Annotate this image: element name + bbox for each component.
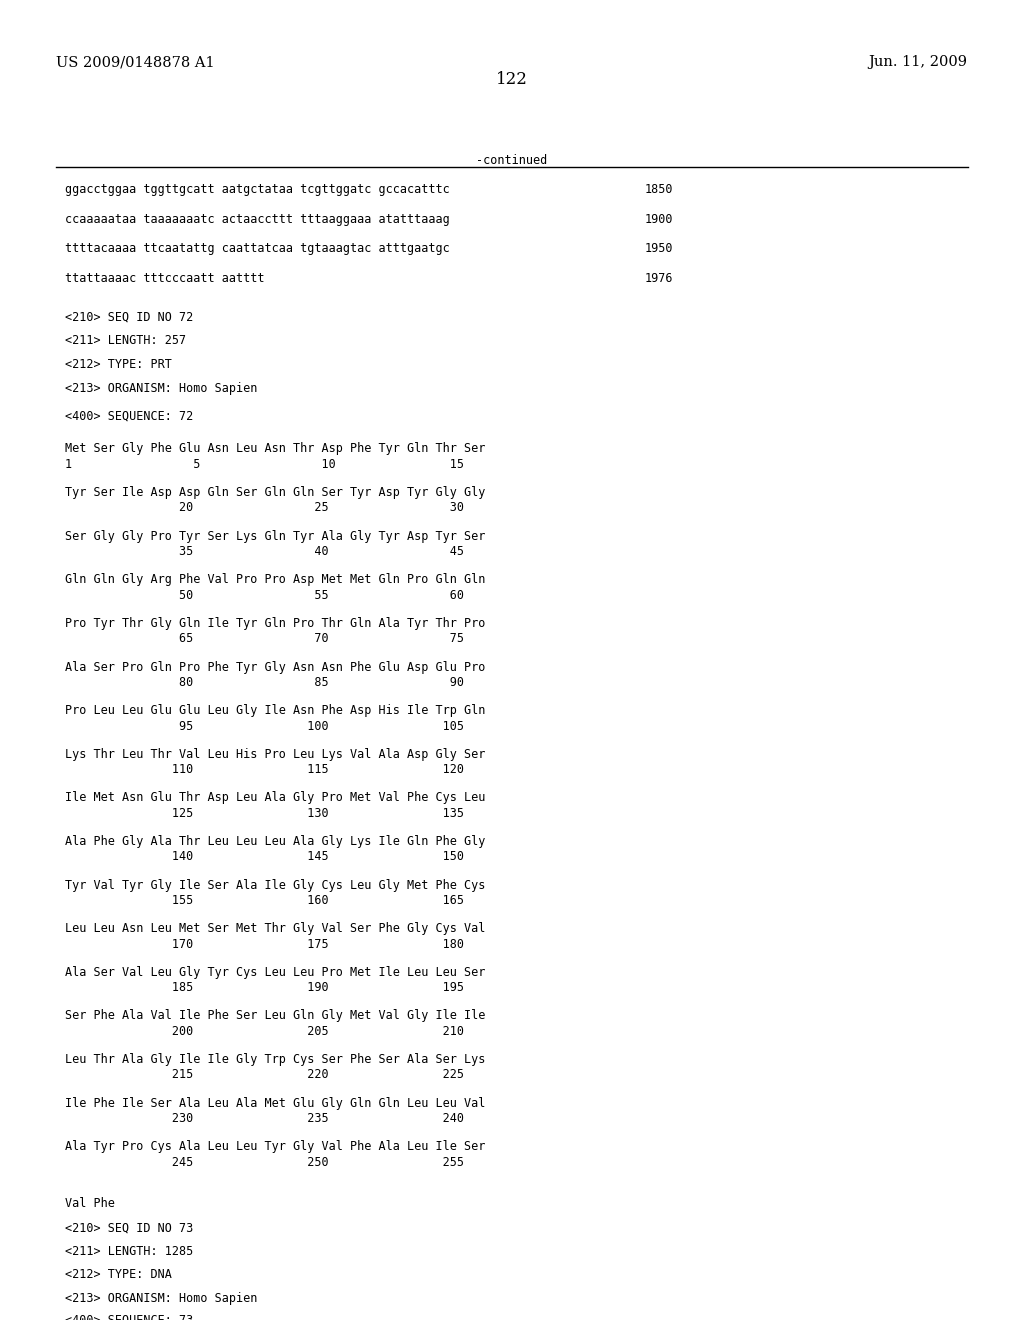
Text: Val Phe: Val Phe — [65, 1197, 115, 1209]
Text: Tyr Val Tyr Gly Ile Ser Ala Ile Gly Cys Leu Gly Met Phe Cys: Tyr Val Tyr Gly Ile Ser Ala Ile Gly Cys … — [65, 879, 485, 891]
Text: Lys Thr Leu Thr Val Leu His Pro Leu Lys Val Ala Asp Gly Ser: Lys Thr Leu Thr Val Leu His Pro Leu Lys … — [65, 747, 485, 760]
Text: <210> SEQ ID NO 73: <210> SEQ ID NO 73 — [65, 1221, 193, 1234]
Text: 1                 5                 10                15: 1 5 10 15 — [65, 458, 464, 471]
Text: Gln Gln Gly Arg Phe Val Pro Pro Asp Met Met Gln Pro Gln Gln: Gln Gln Gly Arg Phe Val Pro Pro Asp Met … — [65, 573, 485, 586]
Text: ggacctggaa tggttgcatt aatgctataa tcgttggatc gccacatttc: ggacctggaa tggttgcatt aatgctataa tcgttgg… — [65, 183, 450, 197]
Text: 215                220                225: 215 220 225 — [65, 1068, 464, 1081]
Text: 1900: 1900 — [645, 213, 674, 226]
Text: 65                 70                 75: 65 70 75 — [65, 632, 464, 645]
Text: Leu Thr Ala Gly Ile Ile Gly Trp Cys Ser Phe Ser Ala Ser Lys: Leu Thr Ala Gly Ile Ile Gly Trp Cys Ser … — [65, 1053, 485, 1067]
Text: Tyr Ser Ile Asp Asp Gln Ser Gln Gln Ser Tyr Asp Tyr Gly Gly: Tyr Ser Ile Asp Asp Gln Ser Gln Gln Ser … — [65, 486, 485, 499]
Text: 20                 25                 30: 20 25 30 — [65, 502, 464, 515]
Text: 110                115                120: 110 115 120 — [65, 763, 464, 776]
Text: 155                160                165: 155 160 165 — [65, 894, 464, 907]
Text: Ala Tyr Pro Cys Ala Leu Leu Tyr Gly Val Phe Ala Leu Ile Ser: Ala Tyr Pro Cys Ala Leu Leu Tyr Gly Val … — [65, 1140, 485, 1154]
Text: <213> ORGANISM: Homo Sapien: <213> ORGANISM: Homo Sapien — [65, 1292, 257, 1305]
Text: Ser Phe Ala Val Ile Phe Ser Leu Gln Gly Met Val Gly Ile Ile: Ser Phe Ala Val Ile Phe Ser Leu Gln Gly … — [65, 1010, 485, 1023]
Text: 1850: 1850 — [645, 183, 674, 197]
Text: ttttacaaaa ttcaatattg caattatcaa tgtaaagtac atttgaatgc: ttttacaaaa ttcaatattg caattatcaa tgtaaag… — [65, 243, 450, 255]
Text: Ser Gly Gly Pro Tyr Ser Lys Gln Tyr Ala Gly Tyr Asp Tyr Ser: Ser Gly Gly Pro Tyr Ser Lys Gln Tyr Ala … — [65, 529, 485, 543]
Text: <212> TYPE: DNA: <212> TYPE: DNA — [65, 1269, 171, 1282]
Text: US 2009/0148878 A1: US 2009/0148878 A1 — [56, 55, 215, 69]
Text: Pro Tyr Thr Gly Gln Ile Tyr Gln Pro Thr Gln Ala Tyr Thr Pro: Pro Tyr Thr Gly Gln Ile Tyr Gln Pro Thr … — [65, 616, 485, 630]
Text: 230                235                240: 230 235 240 — [65, 1111, 464, 1125]
Text: 1950: 1950 — [645, 243, 674, 255]
Text: ccaaaaataa taaaaaaatc actaaccttt tttaaggaaa atatttaaag: ccaaaaataa taaaaaaatc actaaccttt tttaagg… — [65, 213, 450, 226]
Text: Ala Ser Val Leu Gly Tyr Cys Leu Leu Pro Met Ile Leu Leu Ser: Ala Ser Val Leu Gly Tyr Cys Leu Leu Pro … — [65, 966, 485, 979]
Text: 125                130                135: 125 130 135 — [65, 807, 464, 820]
Text: <211> LENGTH: 1285: <211> LENGTH: 1285 — [65, 1245, 193, 1258]
Text: Ile Phe Ile Ser Ala Leu Ala Met Glu Gly Gln Gln Leu Leu Val: Ile Phe Ile Ser Ala Leu Ala Met Glu Gly … — [65, 1097, 485, 1110]
Text: 1976: 1976 — [645, 272, 674, 285]
Text: 185                190                195: 185 190 195 — [65, 981, 464, 994]
Text: Ala Phe Gly Ala Thr Leu Leu Leu Ala Gly Lys Ile Gln Phe Gly: Ala Phe Gly Ala Thr Leu Leu Leu Ala Gly … — [65, 836, 485, 847]
Text: 95                100                105: 95 100 105 — [65, 719, 464, 733]
Text: 50                 55                 60: 50 55 60 — [65, 589, 464, 602]
Text: -continued: -continued — [476, 154, 548, 166]
Text: Pro Leu Leu Glu Glu Leu Gly Ile Asn Phe Asp His Ile Trp Gln: Pro Leu Leu Glu Glu Leu Gly Ile Asn Phe … — [65, 704, 485, 717]
Text: <400> SEQUENCE: 72: <400> SEQUENCE: 72 — [65, 409, 193, 422]
Text: 245                250                255: 245 250 255 — [65, 1155, 464, 1168]
Text: <400> SEQUENCE: 73: <400> SEQUENCE: 73 — [65, 1313, 193, 1320]
Text: Ala Ser Pro Gln Pro Phe Tyr Gly Asn Asn Phe Glu Asp Glu Pro: Ala Ser Pro Gln Pro Phe Tyr Gly Asn Asn … — [65, 660, 485, 673]
Text: Leu Leu Asn Leu Met Ser Met Thr Gly Val Ser Phe Gly Cys Val: Leu Leu Asn Leu Met Ser Met Thr Gly Val … — [65, 923, 485, 935]
Text: <213> ORGANISM: Homo Sapien: <213> ORGANISM: Homo Sapien — [65, 381, 257, 395]
Text: 200                205                210: 200 205 210 — [65, 1024, 464, 1038]
Text: 35                 40                 45: 35 40 45 — [65, 545, 464, 558]
Text: ttattaaaac tttcccaatt aatttt: ttattaaaac tttcccaatt aatttt — [65, 272, 264, 285]
Text: <210> SEQ ID NO 72: <210> SEQ ID NO 72 — [65, 310, 193, 323]
Text: Ile Met Asn Glu Thr Asp Leu Ala Gly Pro Met Val Phe Cys Leu: Ile Met Asn Glu Thr Asp Leu Ala Gly Pro … — [65, 792, 485, 804]
Text: Met Ser Gly Phe Glu Asn Leu Asn Thr Asp Phe Tyr Gln Thr Ser: Met Ser Gly Phe Glu Asn Leu Asn Thr Asp … — [65, 442, 485, 455]
Text: Jun. 11, 2009: Jun. 11, 2009 — [868, 55, 968, 69]
Text: 122: 122 — [496, 70, 528, 87]
Text: <212> TYPE: PRT: <212> TYPE: PRT — [65, 358, 171, 371]
Text: 80                 85                 90: 80 85 90 — [65, 676, 464, 689]
Text: 140                145                150: 140 145 150 — [65, 850, 464, 863]
Text: 170                175                180: 170 175 180 — [65, 937, 464, 950]
Text: <211> LENGTH: 257: <211> LENGTH: 257 — [65, 334, 185, 347]
